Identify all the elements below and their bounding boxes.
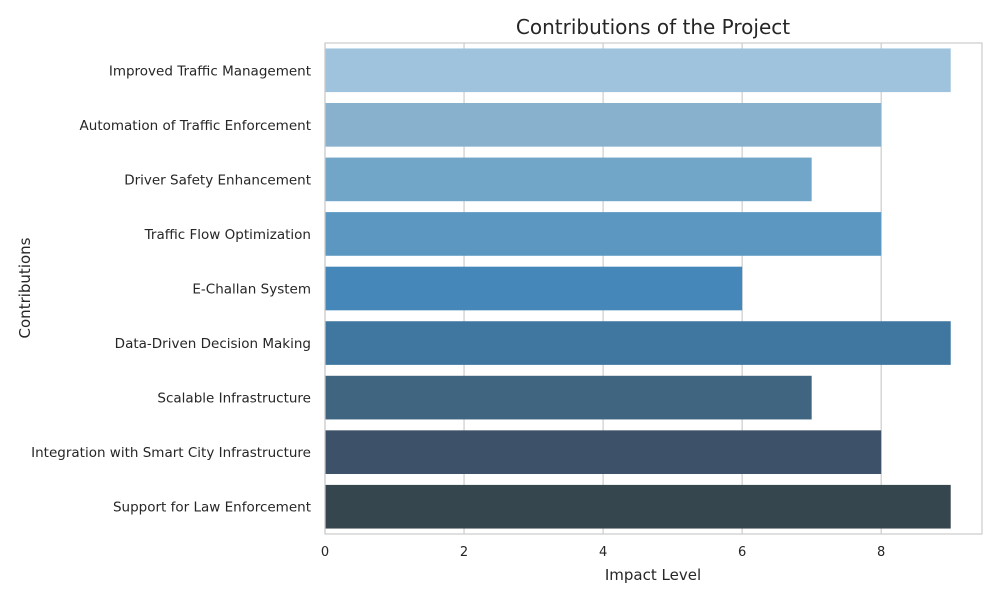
bar xyxy=(325,157,812,202)
bar xyxy=(325,266,743,311)
x-tick-label: 6 xyxy=(738,545,746,560)
bar xyxy=(325,321,951,365)
x-tick-label: 0 xyxy=(321,545,329,560)
bar xyxy=(325,212,882,256)
x-tick-label: 8 xyxy=(877,545,885,560)
bar xyxy=(325,48,951,93)
y-axis-label: Contributions xyxy=(16,237,34,338)
category-labels: Improved Traffic Management Automation of… xyxy=(31,63,311,515)
x-axis-label: Impact Level xyxy=(605,566,701,584)
category-label: E-Challan System xyxy=(192,282,311,298)
bars-group xyxy=(325,48,951,529)
bar xyxy=(325,375,812,420)
bar xyxy=(325,484,951,529)
category-label: Driver Safety Enhancement xyxy=(124,172,311,188)
category-label: Scalable Infrastructure xyxy=(157,391,311,407)
plot-frame xyxy=(324,42,983,535)
category-label: Integration with Smart City Infrastructu… xyxy=(31,445,311,461)
bar xyxy=(325,103,882,147)
bar xyxy=(325,430,882,474)
x-tick-labels: 0 2 4 6 8 xyxy=(321,545,885,560)
category-label: Automation of Traffic Enforcement xyxy=(80,118,311,134)
category-label: Improved Traffic Management xyxy=(109,63,311,79)
category-label: Support for Law Enforcement xyxy=(113,500,311,516)
category-label: Data-Driven Decision Making xyxy=(115,336,311,352)
x-tick-label: 2 xyxy=(460,545,468,560)
x-tick-label: 4 xyxy=(599,545,607,560)
chart-title: Contributions of the Project xyxy=(516,15,790,39)
category-label: Traffic Flow Optimization xyxy=(144,227,311,243)
